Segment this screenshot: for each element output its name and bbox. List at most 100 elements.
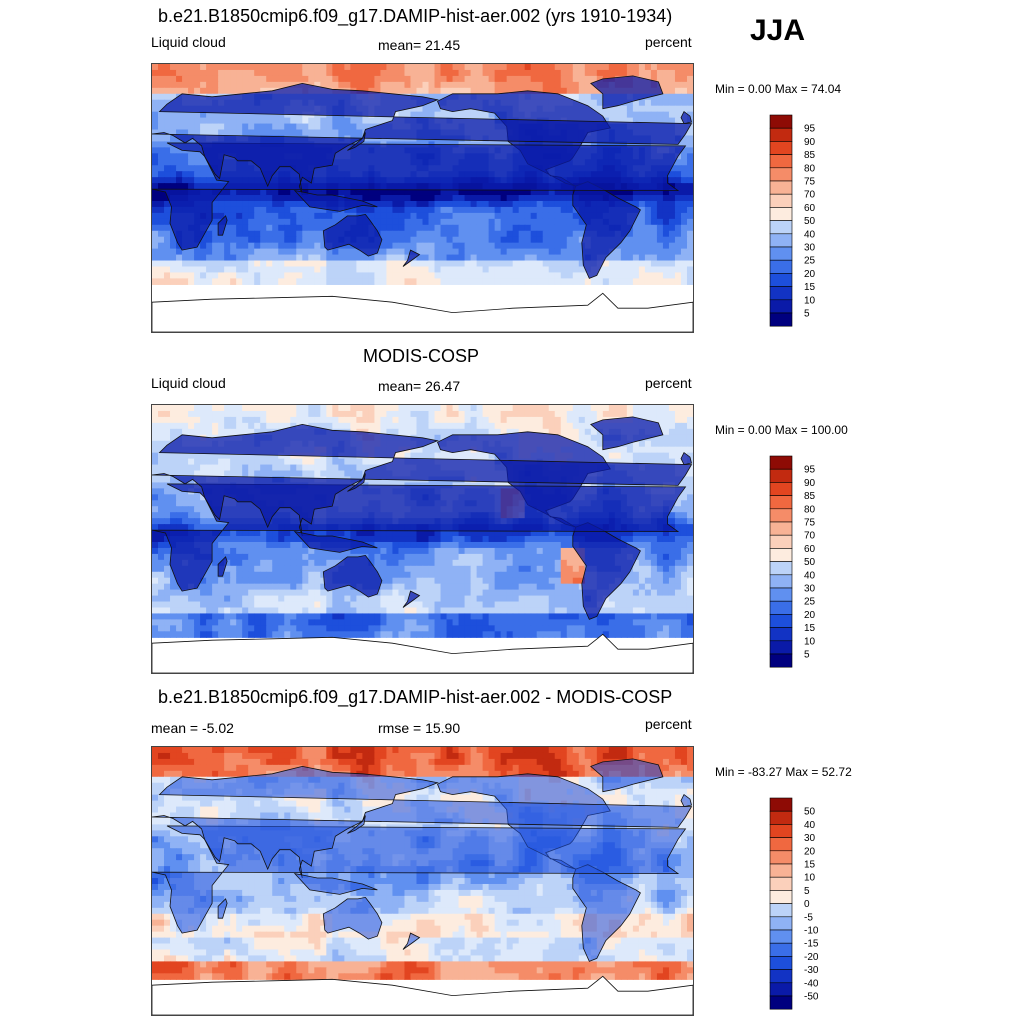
continent-outlines <box>152 416 693 673</box>
colorbar-tick-label: 75 <box>804 518 816 529</box>
coastline-japan <box>347 473 366 492</box>
colorbar-swatch <box>769 929 793 944</box>
colorbar-swatch <box>769 180 793 195</box>
colorbar-tick-label: 40 <box>804 229 816 240</box>
colorbar-tick-label: 50 <box>804 557 816 568</box>
colorbar-swatch <box>769 233 793 248</box>
colorbar-tick-label: -10 <box>804 926 819 937</box>
continent-outlines <box>152 75 693 332</box>
panel-3-title: b.e21.B1850cmip6.f09_g17.DAMIP-hist-aer.… <box>158 687 673 707</box>
colorbar-tick-label: 40 <box>804 820 816 831</box>
colorbar-tick-label: 15 <box>804 623 816 634</box>
colorbar-swatch <box>769 614 793 628</box>
panel-1-units-label: percent <box>645 34 692 50</box>
coastline-antarctica <box>152 975 693 1015</box>
panel-2-units-label: percent <box>645 375 692 391</box>
coastline-australia <box>322 554 383 598</box>
colorbar-tick-label: 20 <box>804 846 816 857</box>
colorbar-svg: 95 90 85 80 75 70 60 50 40 30 25 20 15 10 5 <box>769 114 816 327</box>
coastline-south-america <box>572 522 641 620</box>
colorbar-swatch <box>769 167 793 182</box>
colorbar-tick-label: 95 <box>804 465 816 476</box>
coastline-africa <box>152 483 687 592</box>
colorbar-swatch <box>769 653 793 668</box>
colorbar-swatch <box>769 495 793 510</box>
colorbar-tick-label: 70 <box>804 531 816 542</box>
colorbar-swatch <box>769 534 793 549</box>
coastline-indonesia <box>293 872 378 895</box>
colorbar-tick-label: 50 <box>804 216 816 227</box>
colorbar-swatch <box>769 220 793 235</box>
colorbar-swatch <box>769 640 793 655</box>
panel-2-map <box>151 404 694 674</box>
map-canvas <box>152 747 693 1015</box>
coastline-antarctica <box>152 292 693 332</box>
colorbar-tick-label: 10 <box>804 873 816 884</box>
panel-2-minmax: Min = 0.00 Max = 100.00 <box>715 423 848 437</box>
coastline-newzealand <box>402 590 421 608</box>
colorbar-swatch <box>769 141 793 155</box>
colorbar-swatch <box>769 114 793 129</box>
panel-3-map <box>151 746 694 1016</box>
colorbar-swatch <box>769 193 793 208</box>
panel-2-variable-label: Liquid cloud <box>151 375 226 391</box>
panel-2-title: MODIS-COSP <box>363 346 480 366</box>
colorbar-swatch <box>769 508 793 523</box>
colorbar-swatch <box>769 246 793 261</box>
colorbar-tick-label: 5 <box>804 309 810 320</box>
continent-outlines <box>152 758 693 1015</box>
colorbar-tick-label: -5 <box>804 912 813 923</box>
colorbar-tick-label: 90 <box>804 478 816 489</box>
colorbar-swatch <box>769 916 793 931</box>
coastline-eurasia <box>152 82 693 196</box>
panel-1-variable-label: Liquid cloud <box>151 34 226 50</box>
colorbar-swatch <box>769 273 793 287</box>
colorbar-swatch <box>769 837 793 852</box>
colorbar-swatch <box>769 600 793 615</box>
colorbar-swatch <box>769 810 793 825</box>
colorbar-tick-label: 70 <box>804 190 816 201</box>
panel-2-mean-label: mean= 26.47 <box>378 378 461 394</box>
colorbar-tick-label: 60 <box>804 544 816 555</box>
colorbar-svg: 95 90 85 80 75 70 60 50 40 30 25 20 15 10 5 <box>769 455 816 668</box>
panel-3-mean-label: mean = -5.02 <box>151 720 234 736</box>
colorbar-swatch <box>769 995 793 1010</box>
colorbar-swatch <box>769 455 793 470</box>
coastline-uk <box>680 793 692 808</box>
colorbar-swatch <box>769 587 793 602</box>
colorbar-swatch <box>769 548 793 562</box>
panel-1-map <box>151 63 694 333</box>
coastline-africa <box>152 142 687 251</box>
coastline-australia <box>322 896 383 940</box>
colorbar-tick-label: -30 <box>804 965 819 976</box>
coastline-indonesia <box>293 530 378 553</box>
colorbar-swatch <box>769 824 793 838</box>
colorbar-tick-label: -20 <box>804 952 819 963</box>
colorbar-swatch <box>769 468 793 483</box>
colorbar-tick-label: 25 <box>804 597 816 608</box>
colorbar-tick-label: 30 <box>804 584 816 595</box>
colorbar-swatch <box>769 969 793 984</box>
coastline-south-america <box>572 181 641 279</box>
colorbar-tick-label: 5 <box>804 886 810 897</box>
coastline-antarctica <box>152 633 693 673</box>
coastline-uk <box>680 451 692 466</box>
colorbar-swatch <box>769 154 793 169</box>
colorbar-swatch <box>769 876 793 891</box>
coastline-japan <box>347 815 366 834</box>
colorbar-swatch <box>769 982 793 997</box>
colorbar-tick-label: 10 <box>804 295 816 306</box>
colorbar-swatch <box>769 286 793 301</box>
colorbar-swatch <box>769 956 793 970</box>
colorbar-swatch <box>769 299 793 314</box>
colorbar-swatch <box>769 259 793 274</box>
colorbar-tick-label: 75 <box>804 177 816 188</box>
coastline-africa <box>152 825 687 934</box>
coastline-newzealand <box>402 249 421 267</box>
colorbar-tick-label: 20 <box>804 269 816 280</box>
colorbar-tick-label: 60 <box>804 203 816 214</box>
panel-1-title: b.e21.B1850cmip6.f09_g17.DAMIP-hist-aer.… <box>158 6 673 26</box>
colorbar-tick-label: 25 <box>804 256 816 267</box>
colorbar-swatch <box>769 890 793 904</box>
